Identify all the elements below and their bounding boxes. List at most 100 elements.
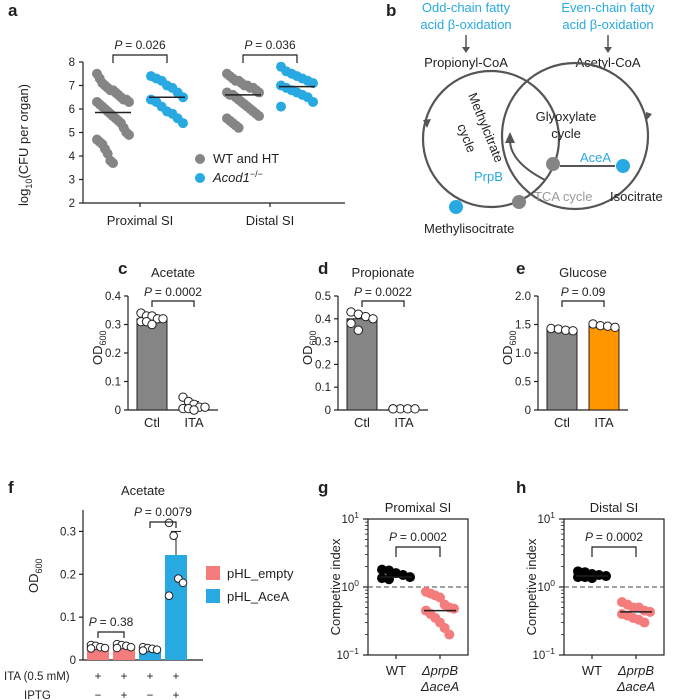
h-xtick-label-aceA: ΔaceA [616, 679, 655, 694]
f-ylabel: OD600 [26, 558, 44, 593]
b-methylisocitrate-label: Methylisocitrate [424, 221, 514, 236]
g-point [435, 592, 445, 603]
g-point [384, 574, 394, 585]
c-point [147, 319, 157, 330]
b-propionyl: Propionyl-CoA [424, 55, 508, 70]
f-point [112, 643, 122, 653]
g-ytick-label: 10−1 [337, 646, 360, 662]
a-point [254, 87, 264, 98]
c-ytick-label: 0.4 [105, 291, 122, 303]
e-ytick-label: 0 [525, 405, 531, 417]
f-ytick-label: 0.1 [60, 612, 76, 624]
a-point [308, 96, 318, 107]
b-arrowhead-odd-icon [462, 47, 470, 53]
f-title: Acetate [121, 483, 165, 498]
a-legend: WT and HT Acod1−/− [195, 151, 279, 185]
panel-h: h [516, 478, 526, 497]
f-condition-iptg: − [95, 690, 102, 700]
b-odd-chain-line1: Odd-chain fatty [422, 0, 511, 15]
f-bar [139, 649, 161, 660]
a-bracket-distal [242, 54, 298, 63]
a-ylabel: log10(CFU per organ) [16, 84, 34, 206]
f-point [86, 644, 96, 653]
a-xtick-label: Proximal SI [107, 213, 173, 228]
f-ytick-label: 0 [70, 655, 76, 667]
f-condition-iptg: + [173, 690, 180, 700]
b-isocitrate-label: Isocitrate [610, 189, 663, 204]
h-ytick-label: 101 [537, 510, 555, 526]
panel-label-h: h [516, 478, 526, 497]
h-point [587, 573, 597, 584]
panel-label-e: e [516, 259, 525, 278]
a-point [254, 111, 264, 122]
panel-label-a: a [8, 1, 18, 20]
h-point [573, 572, 583, 583]
a-ytick-label: 4 [69, 151, 76, 163]
d-ytick-label: 0.5 [315, 291, 331, 303]
b-inner-arrowhead-icon [505, 132, 515, 143]
e-ytick-label: 1.0 [515, 348, 531, 360]
b-node-isocitrate [616, 159, 630, 173]
a-point [308, 78, 318, 89]
d-point [410, 404, 420, 414]
g-xtick-label-wt: WT [386, 663, 406, 678]
a-legend-acod1: Acod1−/− [212, 169, 263, 185]
a-point [276, 101, 286, 112]
e-ytick-label: 2.0 [515, 291, 531, 303]
f-condition-ita: + [95, 671, 102, 683]
e-bracket [561, 300, 605, 307]
f-bracket-empty [97, 631, 125, 638]
panel-g: g [318, 478, 328, 497]
e-xtick-label: Ctl [554, 415, 570, 430]
c-point [158, 314, 168, 324]
d-ytick-label: 0.1 [315, 382, 331, 394]
a-ytick-label: 3 [69, 175, 75, 187]
g-title: Promixal SI [385, 500, 451, 515]
b-prpB-label: PrpB [474, 169, 503, 184]
a-ytick-label: 8 [69, 57, 75, 69]
c-ylabel: OD600 [90, 330, 108, 365]
d-point [346, 318, 356, 329]
a-pvalue-distal: P = 0.036 [244, 38, 296, 52]
b-inner-arrow [509, 139, 546, 181]
b-arrowhead-right-icon [646, 112, 652, 121]
panel-label-f: f [8, 478, 14, 497]
d-ytick-label: 0.3 [315, 337, 331, 349]
h-xtick-label-wt: WT [582, 663, 602, 678]
e-bar [588, 325, 620, 411]
f-point [152, 645, 162, 655]
e-ytick-label: 0.5 [515, 377, 531, 389]
f-condition-ita: + [121, 671, 128, 683]
panel-label-b: b [386, 1, 396, 20]
b-glyoxylate-line2: cycle [551, 126, 581, 141]
d-bracket [361, 300, 405, 307]
d-ytick-label: 0.2 [315, 359, 331, 371]
a-bracket-proximal [112, 54, 168, 63]
e-xtick-label: ITA [594, 415, 614, 430]
c-bar [136, 318, 168, 411]
panel-label-g: g [318, 478, 328, 497]
f-pvalue-aceA: P = 0.0079 [134, 505, 192, 519]
f-row-label-ita: ITA (0.5 mM) [4, 671, 70, 683]
b-arrowhead-left-icon [423, 119, 431, 128]
h-bracket [591, 546, 637, 557]
f-ytick-label: 0.2 [60, 569, 76, 581]
d-pvalue: P = 0.0022 [354, 285, 412, 299]
c-ytick-label: 0.2 [105, 348, 121, 360]
f-condition-ita: + [147, 671, 154, 683]
f-bar [165, 555, 187, 660]
a-legend-marker-acod1 [195, 173, 205, 183]
f-point [164, 591, 174, 601]
a-point [178, 118, 188, 129]
c-point [200, 402, 210, 412]
b-aceA-label: AceA [580, 150, 611, 165]
panel-c: c [118, 259, 127, 278]
b-node-methylisocitrate [449, 200, 463, 214]
f-legend-aceA: pHL_AceA [227, 589, 289, 604]
g-point [449, 603, 459, 614]
b-even-chain-line1: Even-chain fatty [561, 0, 655, 15]
f-condition-iptg: + [121, 690, 128, 700]
b-acetyl: Acetyl-CoA [575, 55, 640, 70]
c-point [189, 405, 199, 415]
